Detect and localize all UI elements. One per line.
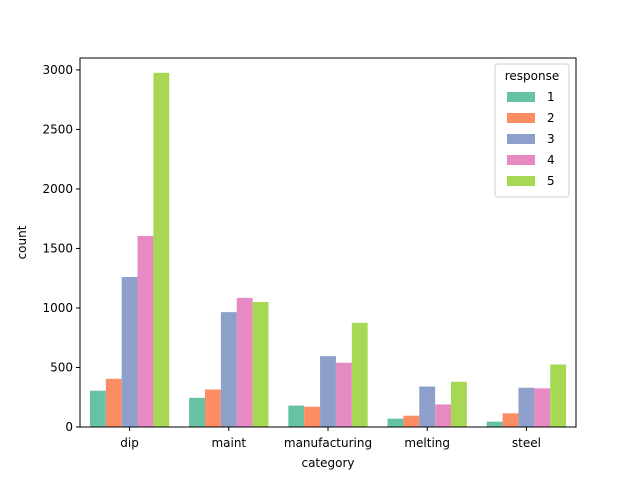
y-tick-label: 2500 [42,122,73,136]
legend-swatch-response-3 [507,134,535,144]
bar-melting-response-2 [403,415,420,427]
y-tick-label: 2000 [42,182,73,196]
bar-maint-response-3 [220,312,237,427]
x-tick-label: dip [120,436,139,450]
x-tick-label: steel [512,436,541,450]
legend-swatch-response-5 [507,176,535,186]
bar-dip-response-4 [137,235,154,427]
bar-steel-response-2 [502,413,519,427]
bar-melting-response-1 [387,418,404,427]
legend-label-response-3: 3 [547,132,555,146]
bar-maint-response-1 [189,397,205,427]
y-axis-label: count [15,225,29,259]
bar-manufacturing-response-4 [335,362,352,427]
bar-steel-response-1 [486,421,503,427]
bar-dip-response-1 [89,390,106,427]
y-tick-label: 3000 [42,63,73,77]
bar-melting-response-3 [419,386,436,427]
bar-maint-response-5 [252,302,269,427]
legend: response 1 2 3 4 5 [494,63,570,198]
x-axis-label: category [301,456,354,470]
legend-title: response [505,69,560,83]
x-tick-label: manufacturing [284,436,372,450]
bar-steel-response-5 [550,364,567,427]
y-tick-label: 1000 [42,301,73,315]
bar-dip-response-2 [105,378,122,427]
legend-swatch-response-4 [507,155,535,165]
y-tick-label: 0 [65,420,73,434]
bar-dip-response-5 [153,72,170,428]
bar-maint-response-2 [204,389,221,427]
bar-maint-response-4 [236,297,253,427]
bars-layer [89,72,567,428]
bar-melting-response-4 [435,404,452,427]
bar-manufacturing-response-3 [320,356,336,427]
legend-swatch-response-2 [507,113,535,123]
y-tick-label: 500 [50,360,73,374]
bar-steel-response-4 [534,388,551,427]
bar-manufacturing-response-2 [304,406,321,427]
y-tick-label: 1500 [42,241,73,255]
x-tick-label: maint [211,436,246,450]
legend-swatch-response-1 [507,92,535,102]
legend-label-response-4: 4 [547,153,555,167]
legend-label-response-2: 2 [547,111,555,125]
bar-manufacturing-response-5 [351,322,368,427]
legend-label-response-1: 1 [547,90,555,104]
bar-melting-response-5 [451,381,467,427]
bar-steel-response-3 [518,387,535,427]
bar-manufacturing-response-1 [288,405,305,427]
y-axis: 0 500 1000 1500 2000 2500 3000 [42,63,80,434]
legend-label-response-5: 5 [547,174,555,188]
bar-dip-response-3 [121,277,138,427]
x-tick-label: melting [404,436,450,450]
x-axis: dip maint manufacturing melting steel [120,427,541,450]
